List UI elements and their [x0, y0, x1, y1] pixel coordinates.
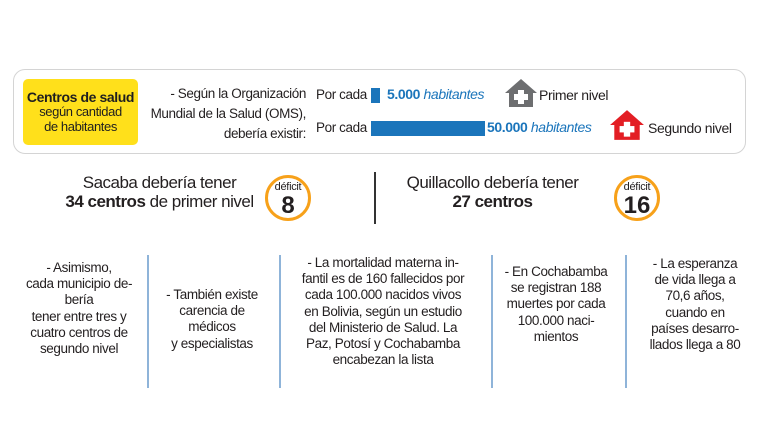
- quillacollo-requirement: Quillacollo debería tener 27 centros: [406, 173, 579, 211]
- column-divider: [625, 255, 627, 388]
- ratio-value: 5.000 habitantes: [387, 86, 485, 102]
- house-plus-icon: [504, 78, 538, 113]
- oms-line-2: Mundial de la Salud (OMS),: [150, 106, 307, 121]
- level-label-primer: Primer nivel: [539, 87, 609, 103]
- fact-esperanza: - La esperanza de vida llega a 70,6 años, …: [649, 256, 741, 353]
- ratio-prefix: Por cada: [316, 87, 367, 102]
- quillacollo-deficit-badge: déficit 16: [614, 175, 660, 221]
- ratio-bar: [371, 121, 485, 136]
- fact-cochabamba: - En Cochabamba se registran 188 muertes p…: [504, 264, 608, 344]
- fact-mortalidad: - La mortalidad materna in-fantil es de …: [301, 255, 465, 368]
- box-subtitle-1: según cantidad: [39, 104, 122, 120]
- oms-statement: - Según la Organización Mundial de la Sa…: [146, 84, 307, 144]
- ratio-bar: [371, 88, 380, 103]
- fact-medicos: - También existe carencia de médicos y espe…: [166, 287, 258, 351]
- column-divider: [279, 255, 281, 388]
- fact-municipio: - Asimismo, cada municipio de-bería tener…: [25, 260, 133, 357]
- section-title-box: Centros de salud según cantidad de habit…: [23, 79, 138, 145]
- ratio-value: 50.000 habitantes: [487, 119, 592, 135]
- box-subtitle-2: de habitantes: [44, 118, 117, 134]
- column-divider: [491, 255, 493, 388]
- divider: [374, 172, 376, 224]
- sacaba-deficit-badge: déficit 8: [265, 175, 311, 221]
- house-plus-icon: [609, 109, 645, 146]
- sacaba-requirement: Sacaba debería tener 34 centros de prime…: [65, 173, 254, 211]
- oms-line-1: - Según la Organización: [170, 86, 306, 101]
- ratio-prefix: Por cada: [316, 120, 367, 135]
- level-label-segundo: Segundo nivel: [648, 120, 732, 136]
- column-divider: [147, 255, 149, 388]
- oms-line-3: debería existir:: [223, 126, 307, 141]
- box-title: Centros de salud: [26, 88, 135, 105]
